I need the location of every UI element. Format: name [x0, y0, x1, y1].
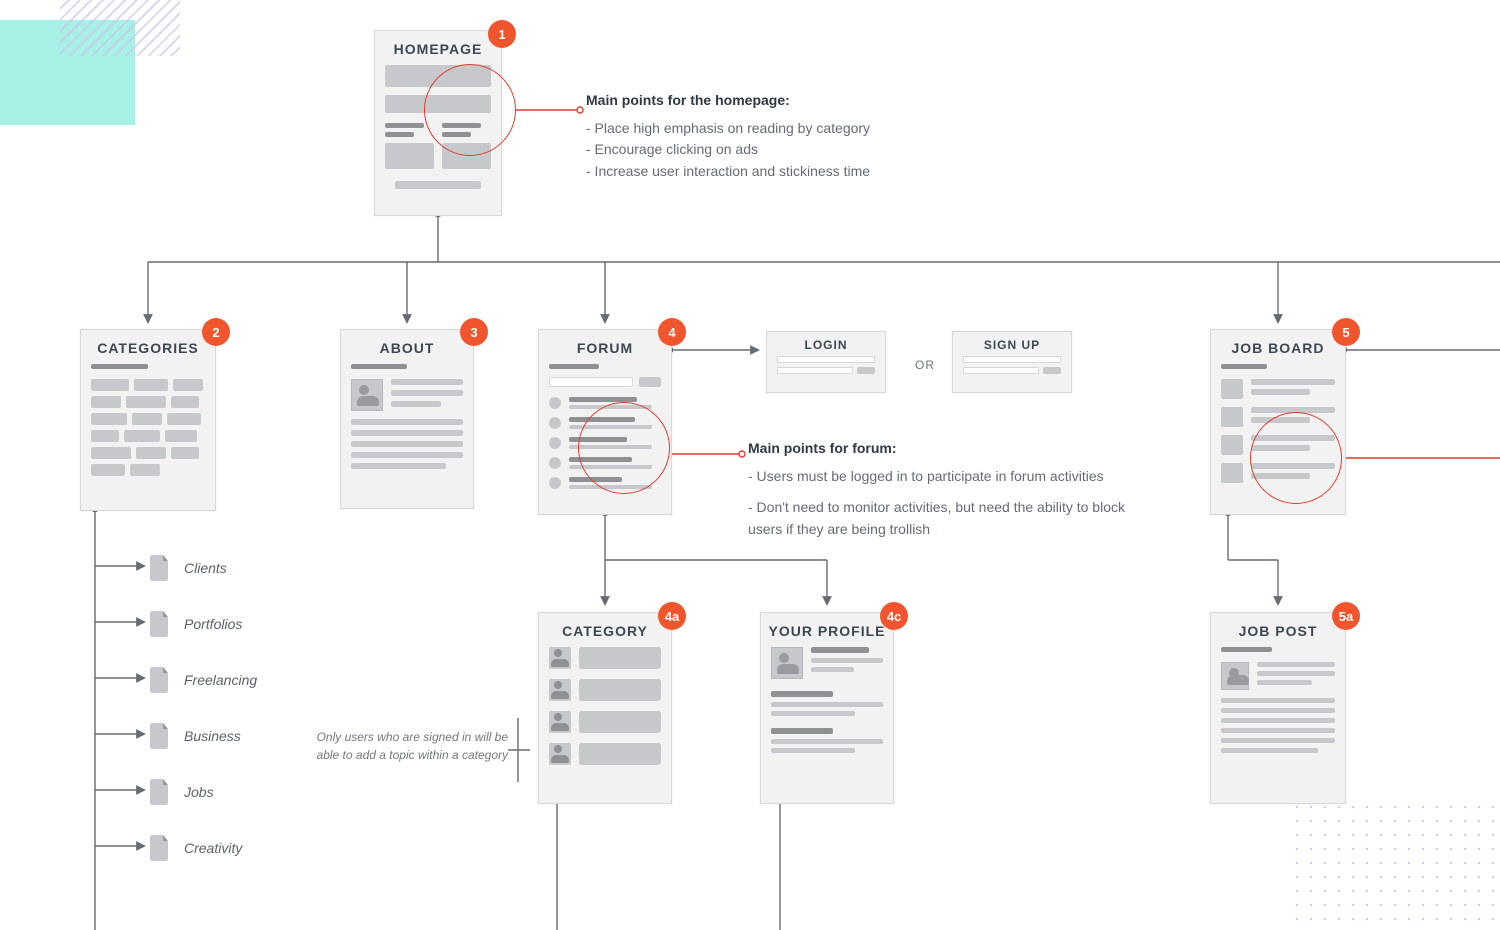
- node-title: CATEGORIES: [81, 330, 215, 364]
- categories-list-item: Clients: [150, 555, 227, 581]
- badge-jobpost: 5a: [1332, 602, 1360, 630]
- categories-list-item: Freelancing: [150, 667, 257, 693]
- file-icon: [150, 555, 170, 581]
- decoration-dots: [1290, 800, 1500, 930]
- categories-list-label: Business: [184, 728, 241, 744]
- file-icon: [150, 723, 170, 749]
- node-title: JOB POST: [1211, 613, 1345, 647]
- avatar-icon: [771, 647, 803, 679]
- node-login: LOGIN: [766, 331, 886, 393]
- categories-list-item: Portfolios: [150, 611, 242, 637]
- node-jobpost: JOB POST: [1210, 612, 1346, 804]
- node-about: ABOUT: [340, 329, 474, 509]
- node-title: HOMEPAGE: [375, 31, 501, 65]
- lens-homepage: [424, 64, 516, 156]
- lens-forum: [578, 402, 670, 494]
- annotation-line: - Place high emphasis on reading by cate…: [586, 118, 1006, 140]
- annotation-line: - Encourage clicking on ads: [586, 139, 1006, 161]
- avatar-icon: [351, 379, 383, 411]
- badge-forum: 4: [658, 318, 686, 346]
- decoration-hatch: [60, 0, 180, 56]
- avatar-icon: [549, 679, 571, 701]
- categories-list-label: Creativity: [184, 840, 242, 856]
- sitemap-canvas: HOMEPAGE 1 Main points for the hom: [0, 0, 1500, 930]
- annotation-heading: Main points for forum:: [748, 438, 1148, 460]
- annotation-forum: Main points for forum: - Users must be l…: [748, 438, 1148, 541]
- categories-list-item: Creativity: [150, 835, 242, 861]
- node-categories: CATEGORIES: [80, 329, 216, 511]
- annotation-homepage: Main points for the homepage: - Place hi…: [586, 90, 1006, 183]
- annotation-line: - Don't need to monitor activities, but …: [748, 497, 1148, 540]
- categories-list-item: Business: [150, 723, 241, 749]
- categories-list-label: Freelancing: [184, 672, 257, 688]
- avatar-icon: [549, 711, 571, 733]
- node-category-sub: CATEGORY: [538, 612, 672, 804]
- categories-list-label: Clients: [184, 560, 227, 576]
- node-profile: YOUR PROFILE: [760, 612, 894, 804]
- file-icon: [150, 835, 170, 861]
- badge-categories: 2: [202, 318, 230, 346]
- node-title: YOUR PROFILE: [761, 613, 893, 647]
- lens-jobboard: [1250, 412, 1342, 504]
- avatar-icon: [549, 647, 571, 669]
- node-title: LOGIN: [767, 332, 885, 356]
- annotation-heading: Main points for the homepage:: [586, 90, 1006, 112]
- categories-list-label: Portfolios: [184, 616, 242, 632]
- badge-homepage: 1: [488, 20, 516, 48]
- avatar-icon: [1221, 662, 1249, 690]
- badge-category-sub: 4a: [658, 602, 686, 630]
- node-title: SIGN UP: [953, 332, 1071, 356]
- annotation-line: - Users must be logged in to participate…: [748, 466, 1148, 488]
- annotation-category-note: Only users who are signed in will be abl…: [308, 728, 508, 764]
- file-icon: [150, 667, 170, 693]
- node-title: ABOUT: [341, 330, 473, 364]
- node-title: FORUM: [539, 330, 671, 364]
- annotation-line: - Increase user interaction and stickine…: [586, 161, 1006, 183]
- node-title: CATEGORY: [539, 613, 671, 647]
- or-label: OR: [915, 358, 935, 372]
- node-title: JOB BOARD: [1211, 330, 1345, 364]
- file-icon: [150, 779, 170, 805]
- file-icon: [150, 611, 170, 637]
- avatar-icon: [549, 743, 571, 765]
- node-signup: SIGN UP: [952, 331, 1072, 393]
- badge-about: 3: [460, 318, 488, 346]
- badge-jobboard: 5: [1332, 318, 1360, 346]
- categories-list-item: Jobs: [150, 779, 214, 805]
- categories-list-label: Jobs: [184, 784, 214, 800]
- badge-profile: 4c: [880, 602, 908, 630]
